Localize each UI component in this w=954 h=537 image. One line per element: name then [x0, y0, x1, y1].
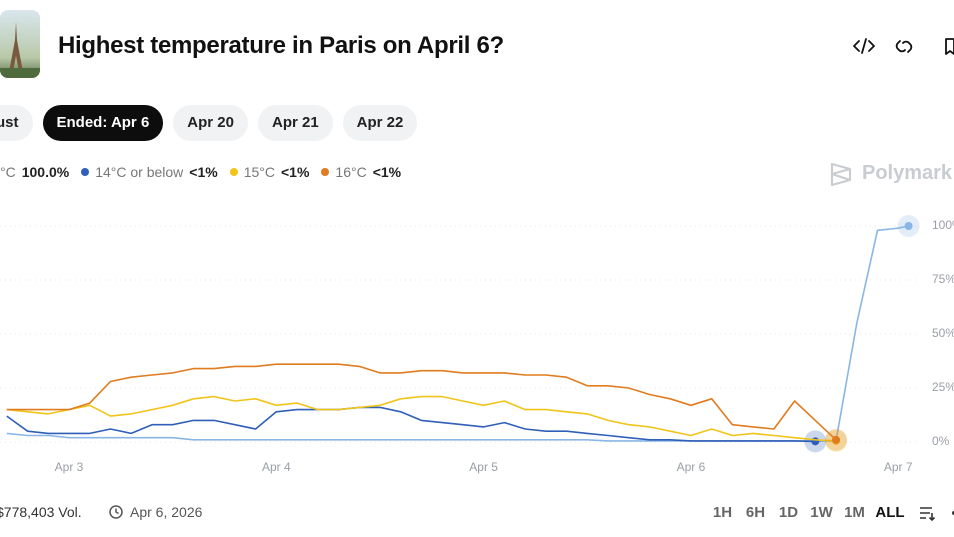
bookmark-icon[interactable]	[945, 38, 954, 55]
market-title: Highest temperature in Paris on April 6?	[58, 32, 504, 59]
date-tab[interactable]: Ended: Apr 6	[42, 105, 164, 141]
volume: $778,403 Vol.	[0, 504, 82, 520]
range-button[interactable]: 1W	[810, 504, 833, 521]
x-tick-label: Apr 6	[677, 460, 706, 474]
range-button[interactable]: 1H	[712, 504, 733, 521]
x-tick-label: Apr 5	[469, 460, 498, 474]
x-tick-label: Apr 7	[884, 460, 913, 474]
legend-odds: <1%	[372, 164, 402, 180]
y-tick-label: 25%	[932, 380, 954, 394]
link-icon[interactable]	[895, 40, 913, 53]
legend-dot	[229, 168, 238, 176]
date-tab[interactable]: Apr 22	[342, 105, 418, 141]
end-dot	[832, 435, 841, 444]
end-dot	[811, 437, 820, 446]
range-buttons: 1H 6H 1D 1W 1M ALL	[706, 504, 909, 521]
y-tick-label: 75%	[932, 272, 954, 286]
legend-odds: <1%	[281, 164, 310, 180]
legend-item: 15°C <1%	[229, 164, 310, 180]
series-line	[6, 406, 816, 443]
legend-dot	[321, 168, 330, 176]
y-tick-label: 100%	[932, 218, 954, 232]
eiffel-image	[0, 10, 40, 78]
clock-icon	[109, 505, 123, 519]
legend: °C 100.0% 14°C or below <1% 15°C <1% 16°C <1%	[0, 164, 401, 180]
x-tick-label: Apr 3	[55, 460, 84, 474]
market-image	[0, 10, 40, 78]
end-dot	[904, 222, 913, 230]
series-line	[6, 395, 837, 442]
range-button[interactable]: 1D	[778, 504, 799, 521]
legend-label: 14°C or below	[95, 164, 184, 180]
y-tick-label: 50%	[932, 326, 954, 340]
legend-item: °C 100.0%	[0, 164, 69, 180]
legend-odds: 100.0%	[21, 164, 70, 180]
date-tabs: ust Ended: Apr 6 Apr 20 Apr 21 Apr 22	[0, 105, 418, 141]
polymarket-logo	[830, 162, 852, 187]
series-line	[6, 363, 837, 441]
series-line	[6, 225, 909, 442]
header-actions	[853, 38, 954, 55]
legend-odds: <1%	[189, 164, 218, 180]
x-tick-label: Apr 4	[262, 460, 291, 474]
legend-item: 14°C or below <1%	[81, 164, 218, 180]
chart-settings-icons[interactable]	[918, 504, 954, 522]
legend-label: °C	[0, 164, 16, 180]
date-tab[interactable]: Apr 20	[173, 105, 248, 141]
watermark: Polymark	[862, 162, 953, 184]
date-tab[interactable]: Apr 21	[257, 105, 333, 141]
embed-icon[interactable]	[853, 38, 875, 54]
legend-label: 15°C	[243, 164, 275, 180]
range-button[interactable]: 1M	[844, 504, 865, 521]
end-date: Apr 6, 2026	[130, 504, 203, 520]
y-tick-label: 0%	[932, 434, 950, 448]
chart: 0% 25% 50% 75% 100% Apr 3 Apr 4 Apr 5 Apr 6 Apr 7	[0, 215, 954, 474]
legend-label: 16°C	[335, 164, 367, 180]
legend-item: 16°C <1%	[321, 164, 401, 180]
legend-dot	[81, 168, 90, 176]
range-button[interactable]: 6H	[745, 504, 766, 521]
date-tab[interactable]: ust	[0, 105, 33, 141]
range-button[interactable]: ALL	[875, 504, 905, 521]
